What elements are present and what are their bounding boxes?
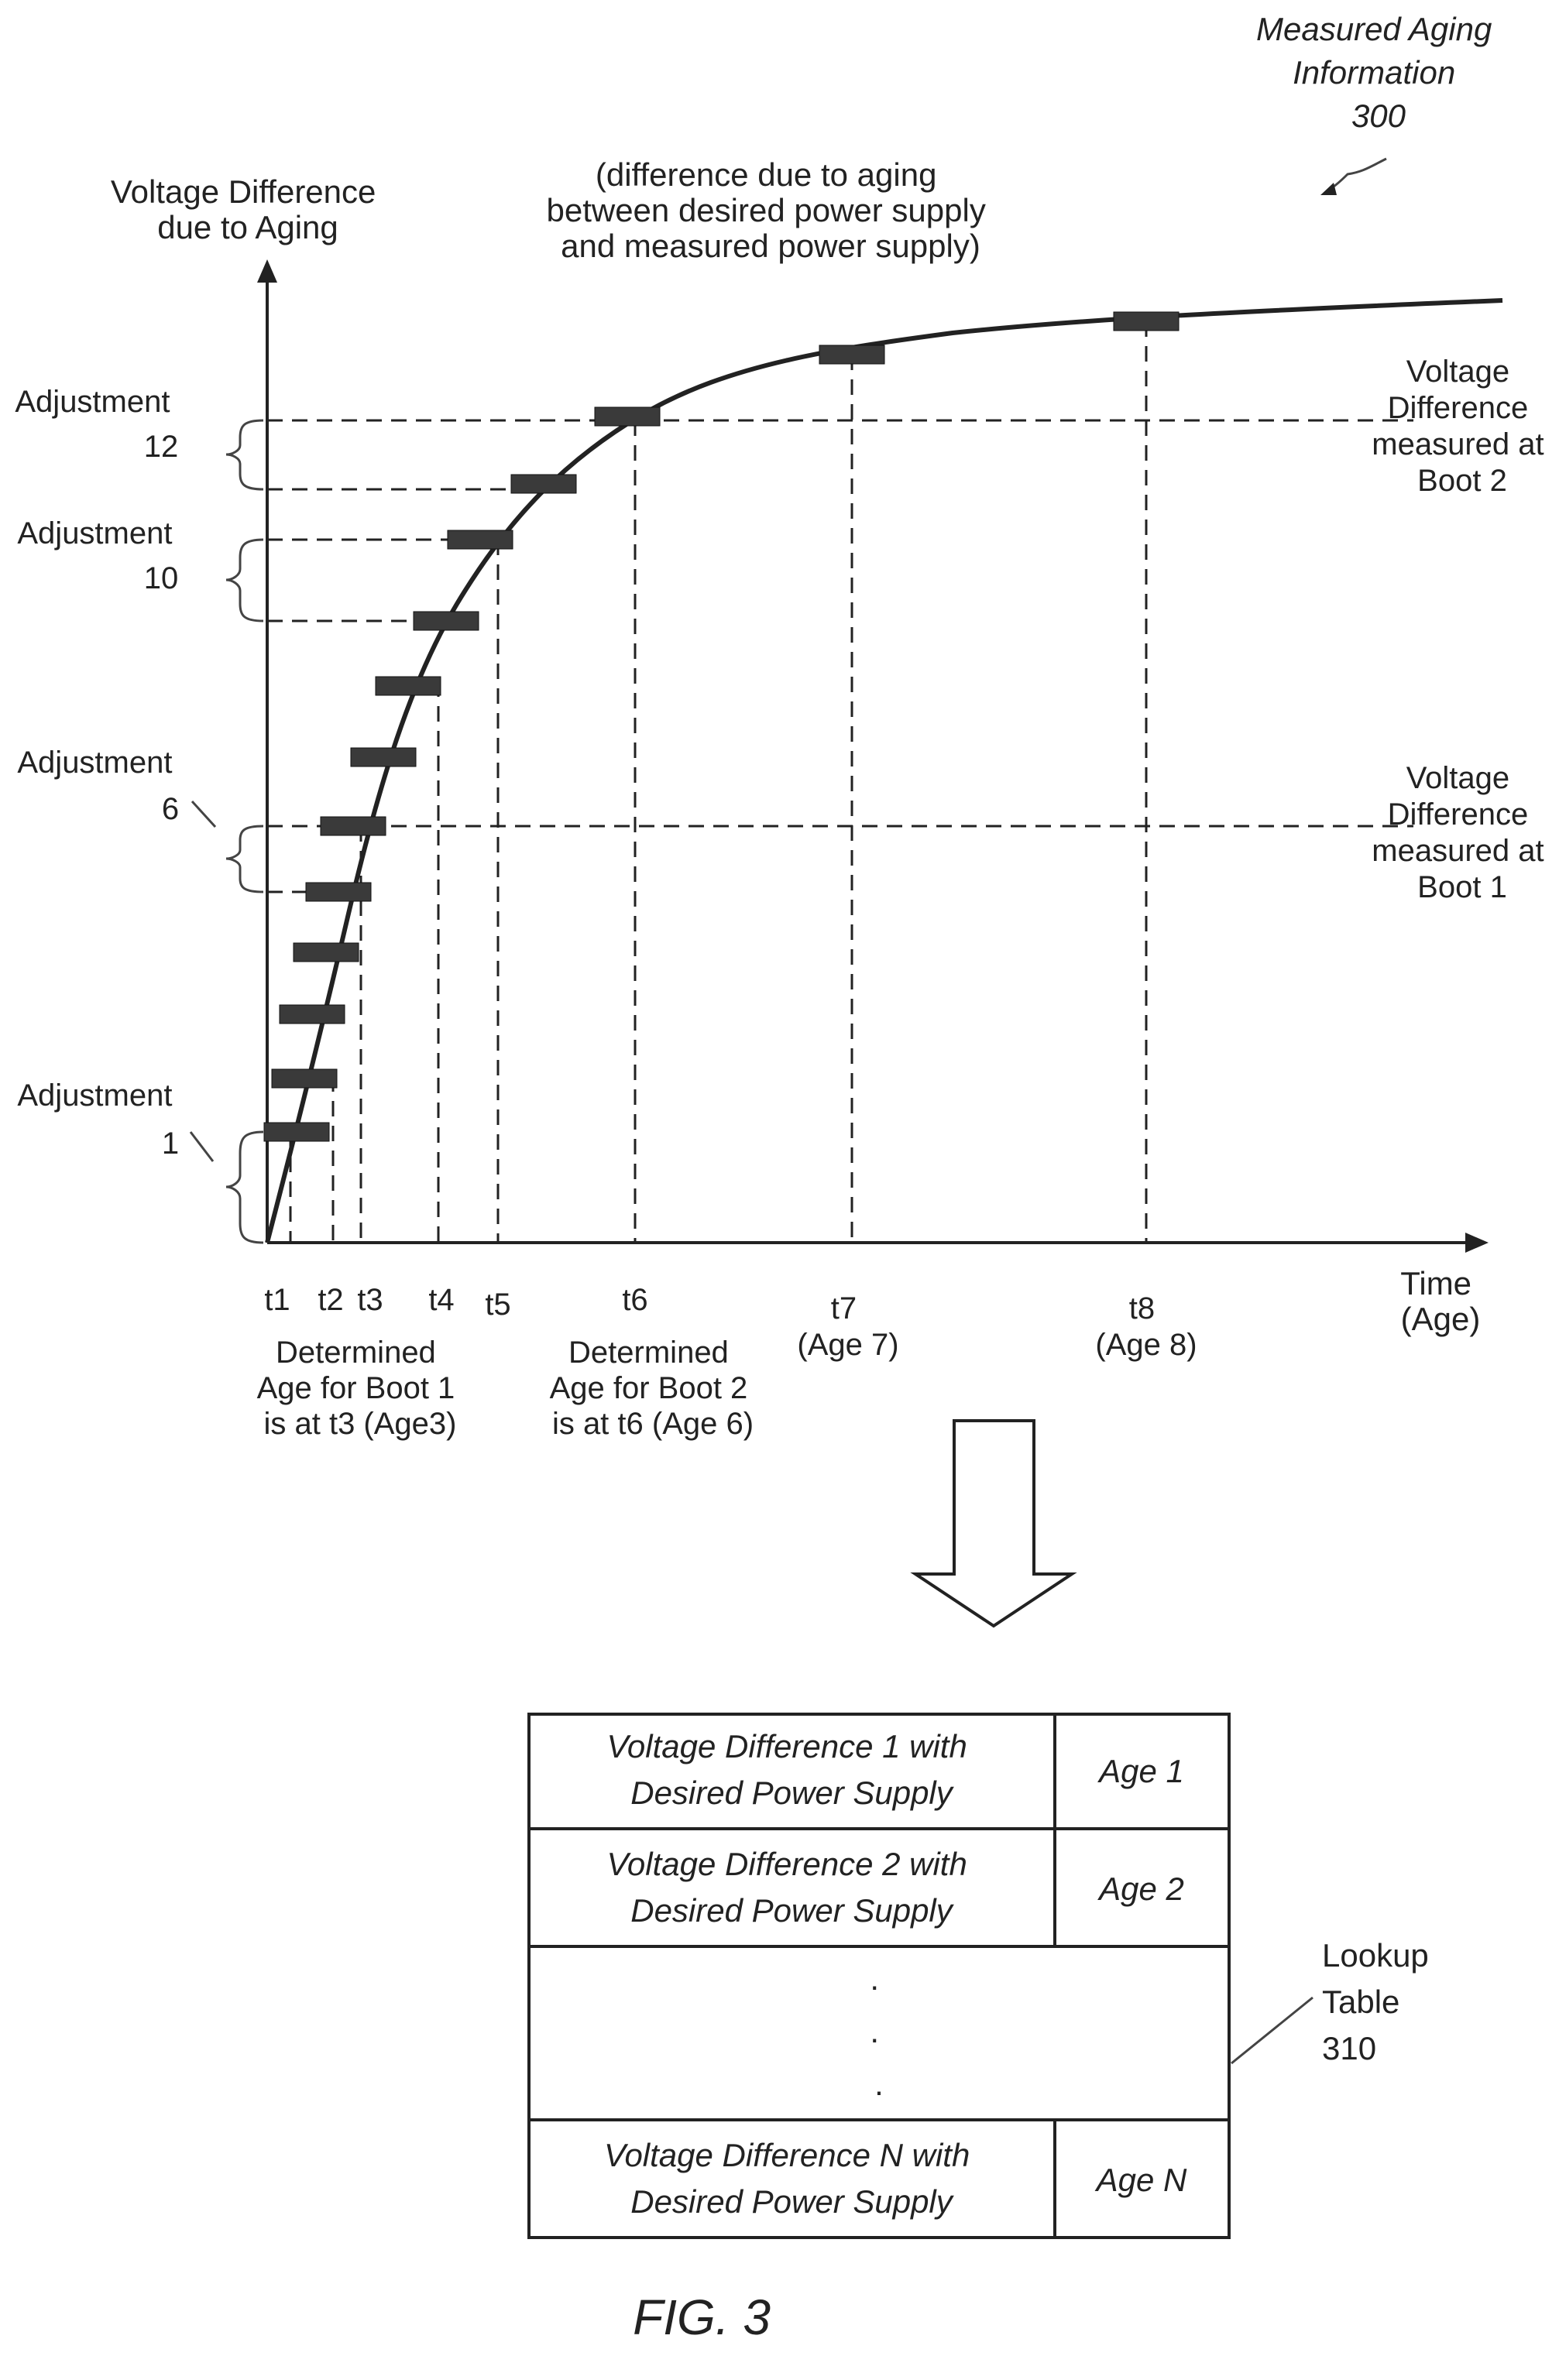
adjustment-1-label: Adjustment 1 xyxy=(17,1079,180,1161)
lookup-table-label: Lookup Table 310 xyxy=(1322,1937,1437,2066)
adjustment-6-label: Adjustment 6 xyxy=(17,746,180,826)
measurement-marker xyxy=(594,406,661,427)
adjustment-6-brace-icon xyxy=(225,825,264,893)
tick-label-t8: t8 (Age 8) xyxy=(1095,1291,1197,1362)
adjustment-12-label: Adjustment 12 xyxy=(15,385,178,464)
adjustment-12-brace-icon xyxy=(225,419,264,491)
figure-caption: FIG. 3 xyxy=(633,2289,771,2345)
aging-curve xyxy=(265,298,1503,1243)
tick-label-t3: t3 xyxy=(357,1283,383,1317)
measurement-marker xyxy=(271,1068,338,1089)
measurement-marker xyxy=(320,816,386,836)
measurement-marker xyxy=(510,474,577,494)
table-row-2-age: Age 2 xyxy=(1097,1871,1184,1907)
table-row-n-difference: Voltage Difference N with Desired Power … xyxy=(604,2137,979,2220)
figure-title-pointer-icon xyxy=(1325,157,1387,194)
measurement-marker xyxy=(279,1004,345,1024)
table-ellipsis: . . . xyxy=(870,1960,888,2102)
table-row-1-difference: Voltage Difference 1 with Desired Power … xyxy=(606,1728,976,1811)
table-row-1-age: Age 1 xyxy=(1097,1753,1184,1789)
measurement-marker xyxy=(447,530,513,550)
y-axis-label: Voltage Difference due to Aging xyxy=(111,173,385,245)
tick-label-t7: t7 (Age 7) xyxy=(797,1291,898,1362)
measurement-marker xyxy=(263,1122,330,1142)
table-row-n-age: Age N xyxy=(1094,2162,1187,2198)
measurement-marker xyxy=(350,747,417,767)
tick-label-t4: t4 xyxy=(428,1283,454,1317)
boot1-measurement-label: Voltage Difference measured at Boot 1 xyxy=(1372,761,1552,904)
figure-title: Measured Aging Information 300 xyxy=(1256,11,1501,134)
lookup-table: Voltage Difference 1 with Desired Power … xyxy=(527,1713,1231,2239)
tick-label-t5: t5 xyxy=(485,1288,510,1322)
measurement-marker xyxy=(293,942,359,962)
adjustment-6-pointer-icon xyxy=(191,800,217,828)
measurement-marker xyxy=(375,676,441,696)
x-axis-label: Time (Age) xyxy=(1400,1265,1480,1337)
measurement-marker xyxy=(1113,311,1180,331)
boot1-age-note: Determined Age for Boot 1 is at t3 (Age3… xyxy=(257,1336,464,1441)
tick-label-t2: t2 xyxy=(318,1283,343,1317)
measurement-marker xyxy=(305,882,372,902)
down-arrow-icon xyxy=(910,1419,1077,1628)
tick-label-t6: t6 xyxy=(622,1283,647,1317)
adjustment-10-brace-icon xyxy=(225,538,264,622)
lookup-table-pointer-icon xyxy=(1231,1996,1313,2065)
chart-annotation: (difference due to aging between desired… xyxy=(546,156,994,264)
pointer-arrowhead-icon xyxy=(1320,183,1337,195)
table-row-2-difference: Voltage Difference 2 with Desired Power … xyxy=(606,1846,976,1929)
adjustment-10-label: Adjustment 10 xyxy=(17,516,180,595)
boot2-age-note: Determined Age for Boot 2 is at t6 (Age … xyxy=(550,1336,757,1441)
adjustment-1-brace-icon xyxy=(225,1130,264,1244)
tick-label-t1: t1 xyxy=(264,1283,290,1317)
measurement-marker xyxy=(413,611,479,631)
x-axis-arrowhead-icon xyxy=(1465,1233,1489,1253)
measurement-marker xyxy=(819,345,885,365)
boot2-measurement-label: Voltage Difference measured at Boot 2 xyxy=(1372,355,1552,498)
y-axis-arrowhead-icon xyxy=(257,259,277,283)
adjustment-1-pointer-icon xyxy=(189,1131,215,1162)
